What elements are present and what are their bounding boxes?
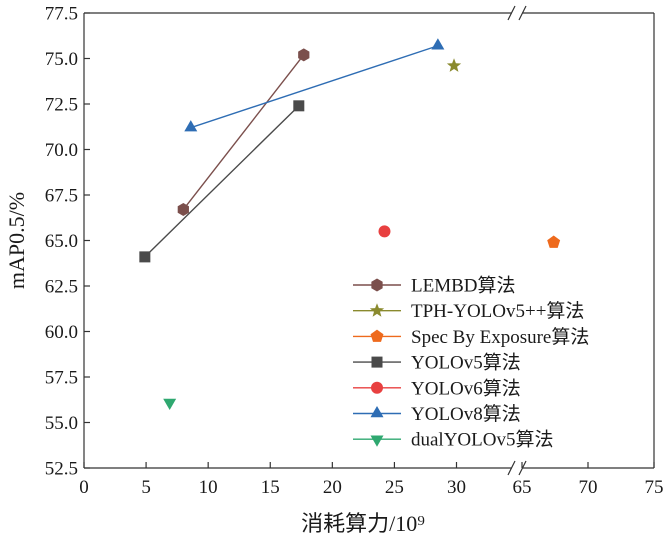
series-4-line (144, 105, 300, 258)
y-tick-label: 55.0 (45, 413, 78, 434)
x-tick-label: 5 (141, 477, 151, 498)
legend-item-6-marker (370, 406, 384, 418)
series-5-point (378, 225, 391, 238)
x-tick-label: 65 (513, 477, 532, 498)
legend-item-1-label: LEMBD算法 (411, 275, 516, 297)
y-tick-label: 70.0 (45, 140, 78, 161)
axis-break-mark (507, 5, 516, 21)
data-points (139, 38, 561, 410)
legend-item-3-label: Spec By Exposure算法 (411, 326, 589, 348)
y-tick-label: 57.5 (45, 368, 78, 389)
series-1-point (177, 203, 189, 217)
legend-item-7-label: dualYOLOv5算法 (411, 429, 553, 451)
x-tick-label: 20 (323, 477, 342, 498)
series-2-point (446, 58, 462, 72)
legend: LEMBD算法 TPH-YOLOv5++算法 Spec By Exposure算法 Y… (353, 275, 589, 451)
legend-item-2-label: TPH-YOLOv5++算法 (411, 300, 584, 322)
legend-item-4-label: YOLOv5算法 (411, 352, 521, 374)
legend-item-1-marker (371, 278, 383, 292)
x-tick-label: 10 (199, 477, 218, 498)
series-4-point (139, 251, 151, 263)
series-7-point (163, 398, 177, 410)
legend-item-5-marker (371, 381, 383, 394)
series-6-point (431, 38, 445, 50)
y-tick-label: 52.5 (45, 459, 78, 480)
x-tick-label: 0 (79, 477, 89, 498)
series-3-point (547, 235, 561, 248)
series-6-line (190, 45, 439, 129)
x-tick-label: 25 (385, 477, 404, 498)
axis-break-mark (507, 460, 516, 476)
y-tick-label: 62.5 (45, 277, 78, 298)
y-tick-label: 67.5 (45, 186, 78, 207)
series-6-point (184, 120, 198, 132)
x-tick-label: 70 (579, 477, 598, 498)
legend-item-3-marker (370, 329, 384, 342)
legend-item-4-marker (371, 356, 383, 368)
x-axis-title: 消耗算力/10⁹ (301, 511, 425, 536)
series-1-point (298, 48, 310, 62)
series-1-line (182, 54, 305, 210)
axis-break-gap (512, 5, 522, 21)
series-lines (144, 45, 439, 258)
legend-item-2-marker (369, 303, 385, 317)
y-tick-label: 77.5 (45, 4, 78, 25)
y-tick-label: 75.0 (45, 49, 78, 70)
legend-item-5-label: YOLOv6算法 (411, 377, 521, 399)
axes: 52.5 55.0 57.5 60.0 62.5 65.0 67.5 70.0 72.5 75.0… (45, 4, 664, 499)
legend-item-6-label: YOLOv8算法 (411, 403, 521, 425)
series-4-point (293, 100, 305, 112)
x-tick-label: 30 (447, 477, 466, 498)
axis-break-mark (518, 5, 527, 21)
legend-item-7-marker (370, 435, 384, 447)
y-axis-title: mAP0.5/% (4, 192, 29, 289)
y-tick-label: 60.0 (45, 322, 78, 343)
axis-break-gap (512, 460, 522, 476)
x-tick-label: 75 (645, 477, 664, 498)
x-tick-label: 15 (261, 477, 280, 498)
y-tick-label: 65.0 (45, 231, 78, 252)
y-tick-label: 72.5 (45, 95, 78, 116)
